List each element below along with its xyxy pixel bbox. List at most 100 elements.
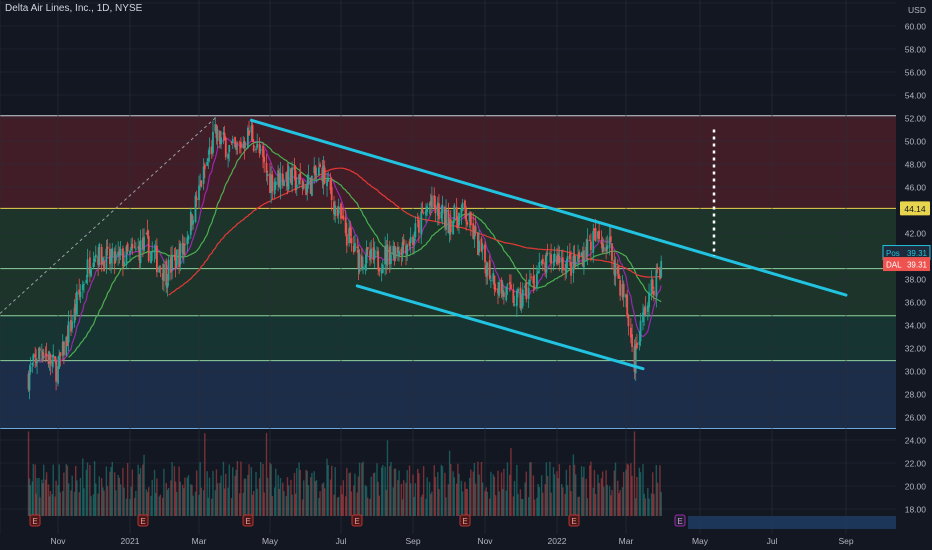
volume-bar bbox=[577, 496, 579, 516]
volume-bar bbox=[393, 468, 396, 516]
candle-body bbox=[618, 273, 620, 279]
candle-body bbox=[186, 237, 189, 245]
candle-body bbox=[445, 209, 447, 230]
volume-bar bbox=[329, 479, 332, 516]
volume-bar bbox=[216, 483, 219, 516]
candle-body bbox=[481, 245, 484, 249]
volume-bar bbox=[344, 496, 347, 516]
volume-bar bbox=[522, 499, 524, 516]
candle-body bbox=[622, 283, 625, 298]
volume-bar bbox=[222, 461, 225, 516]
candle-body bbox=[460, 208, 463, 217]
volume-bar bbox=[255, 471, 257, 516]
volume-bar bbox=[228, 464, 230, 516]
candle-body bbox=[313, 166, 316, 173]
candle-body bbox=[215, 124, 218, 139]
earnings-marker-label: E bbox=[462, 517, 467, 526]
candle-body bbox=[425, 210, 427, 216]
volume-bar bbox=[621, 487, 624, 516]
candle-body bbox=[533, 285, 536, 287]
candle-body bbox=[114, 253, 117, 261]
candle-body bbox=[639, 320, 642, 342]
volume-bar bbox=[430, 493, 432, 516]
candle-body bbox=[181, 243, 184, 254]
candle-body bbox=[406, 244, 409, 257]
volume-bar bbox=[204, 433, 206, 516]
candle-body bbox=[373, 250, 376, 259]
candle-body bbox=[117, 251, 120, 257]
y-tick-label: 32.00 bbox=[905, 344, 927, 354]
volume-bar bbox=[290, 479, 292, 516]
volume-bar bbox=[236, 461, 239, 516]
volume-bar bbox=[341, 494, 343, 516]
candle-body bbox=[219, 130, 221, 145]
volume-bar bbox=[497, 470, 499, 516]
volume-bar bbox=[582, 477, 584, 516]
volume-bar bbox=[167, 487, 170, 516]
candle-body bbox=[44, 353, 47, 355]
volume-bar bbox=[73, 491, 76, 516]
volume-bar bbox=[298, 462, 300, 516]
candle-body bbox=[348, 228, 351, 244]
volume-bar bbox=[111, 461, 113, 516]
y-tick-label: 24.00 bbox=[905, 436, 927, 446]
volume-bar bbox=[174, 481, 177, 516]
volume-bar bbox=[440, 464, 443, 516]
candle-body bbox=[163, 264, 165, 282]
volume-bar bbox=[660, 492, 662, 516]
x-tick-label: Jul bbox=[767, 536, 778, 546]
volume-bar bbox=[619, 490, 621, 516]
volume-bar bbox=[622, 472, 625, 516]
volume-bar bbox=[356, 492, 358, 516]
volume-bar bbox=[129, 498, 131, 516]
volume-bar bbox=[327, 465, 329, 516]
zone-2 bbox=[0, 268, 896, 316]
candle-body bbox=[525, 282, 528, 300]
candle-body bbox=[544, 261, 547, 272]
volume-bar bbox=[406, 470, 408, 516]
volume-bar bbox=[572, 454, 575, 516]
y-tick-label: 30.00 bbox=[905, 367, 927, 377]
candle-body bbox=[392, 246, 395, 255]
volume-bar bbox=[259, 462, 262, 516]
candle-body bbox=[449, 219, 452, 233]
volume-bar bbox=[370, 476, 372, 516]
volume-bar bbox=[453, 477, 456, 516]
volume-bar bbox=[636, 477, 638, 516]
volume-bars bbox=[27, 431, 662, 516]
chart-title: Delta Air Lines, Inc., 1D, NYSE bbox=[5, 3, 143, 14]
volume-bar bbox=[493, 476, 496, 516]
volume-bar bbox=[625, 469, 627, 516]
candle-body bbox=[608, 237, 611, 249]
candle-body bbox=[515, 290, 518, 307]
candle-body bbox=[93, 258, 96, 262]
candle-body bbox=[634, 343, 637, 374]
sma-mid-line bbox=[68, 141, 662, 358]
candle-body bbox=[175, 249, 178, 266]
candle-body bbox=[501, 290, 504, 297]
volume-bar bbox=[211, 498, 213, 516]
volume-bar bbox=[93, 461, 96, 516]
volume-bar bbox=[349, 472, 351, 516]
candle-body bbox=[137, 247, 140, 249]
volume-bar bbox=[457, 463, 459, 516]
earnings-marker bbox=[459, 514, 471, 527]
candle-body bbox=[354, 243, 356, 251]
candle-body bbox=[390, 254, 392, 264]
candle-body bbox=[35, 358, 38, 363]
x-tick-label: Mar bbox=[192, 536, 207, 546]
candle-body bbox=[440, 211, 443, 219]
candle-body bbox=[372, 247, 375, 260]
volume-bar bbox=[98, 476, 101, 516]
dal-badge-label: DAL bbox=[886, 261, 902, 270]
candle-body bbox=[265, 162, 268, 173]
volume-bar bbox=[58, 464, 60, 516]
candle-body bbox=[560, 259, 563, 263]
volume-bar bbox=[173, 466, 176, 516]
candle-body bbox=[281, 173, 284, 186]
volume-bar bbox=[354, 473, 356, 516]
candle-body bbox=[519, 287, 522, 309]
volume-bar bbox=[630, 463, 632, 516]
candle-body bbox=[592, 231, 595, 253]
